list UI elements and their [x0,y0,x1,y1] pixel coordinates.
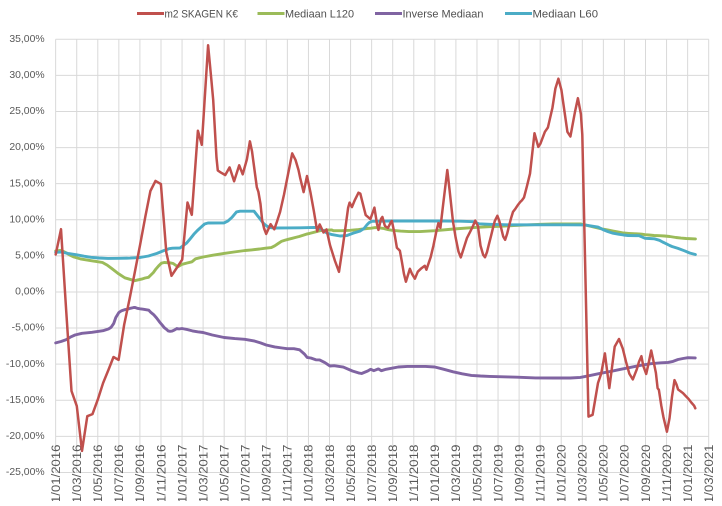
svg-text:-10,00%: -10,00% [6,359,45,370]
svg-text:1/03/2016: 1/03/2016 [70,444,84,501]
svg-text:1/07/2017: 1/07/2017 [239,444,253,501]
svg-text:-25,00%: -25,00% [6,467,45,478]
svg-text:1/07/2020: 1/07/2020 [618,444,632,501]
svg-text:1/05/2016: 1/05/2016 [91,444,105,501]
svg-text:0,00%: 0,00% [15,287,44,298]
svg-text:Mediaan L120: Mediaan L120 [285,9,354,21]
svg-text:1/01/2020: 1/01/2020 [555,444,569,501]
svg-text:1/11/2016: 1/11/2016 [154,444,168,501]
svg-text:1/07/2019: 1/07/2019 [491,444,505,501]
svg-text:1/09/2018: 1/09/2018 [386,444,400,501]
svg-text:-15,00%: -15,00% [6,395,45,406]
svg-text:1/11/2018: 1/11/2018 [407,444,421,501]
svg-text:1/09/2017: 1/09/2017 [260,444,274,501]
svg-text:m2 SKAGEN K€: m2 SKAGEN K€ [165,9,239,21]
svg-text:15,00%: 15,00% [9,178,44,189]
svg-text:35,00%: 35,00% [9,34,44,45]
svg-text:1/05/2019: 1/05/2019 [470,444,484,501]
svg-text:1/03/2021: 1/03/2021 [702,444,716,501]
svg-text:Inverse Mediaan: Inverse Mediaan [403,9,484,21]
svg-text:1/01/2018: 1/01/2018 [302,444,316,501]
svg-text:1/09/2020: 1/09/2020 [639,444,653,501]
svg-text:1/01/2016: 1/01/2016 [49,444,63,501]
svg-text:1/09/2019: 1/09/2019 [512,444,526,501]
svg-text:1/03/2020: 1/03/2020 [576,444,590,501]
svg-text:1/11/2017: 1/11/2017 [281,444,295,501]
svg-text:1/09/2016: 1/09/2016 [133,444,147,501]
svg-text:-5,00%: -5,00% [12,323,45,334]
svg-text:1/03/2018: 1/03/2018 [323,444,337,501]
svg-text:1/07/2016: 1/07/2016 [112,444,126,501]
svg-text:1/05/2018: 1/05/2018 [344,444,358,501]
svg-text:1/01/2019: 1/01/2019 [428,444,442,501]
svg-text:1/11/2019: 1/11/2019 [533,444,547,501]
svg-text:1/01/2021: 1/01/2021 [681,444,695,501]
svg-text:1/03/2017: 1/03/2017 [196,444,210,501]
svg-text:5,00%: 5,00% [15,250,44,261]
svg-text:30,00%: 30,00% [9,70,44,81]
svg-text:10,00%: 10,00% [9,214,44,225]
svg-text:1/07/2018: 1/07/2018 [365,444,379,501]
svg-text:25,00%: 25,00% [9,106,44,117]
svg-text:-20,00%: -20,00% [6,431,45,442]
svg-text:1/03/2019: 1/03/2019 [449,444,463,501]
svg-text:1/05/2017: 1/05/2017 [217,444,231,501]
svg-text:1/05/2020: 1/05/2020 [597,444,611,501]
svg-text:Mediaan L60: Mediaan L60 [533,9,599,21]
svg-text:20,00%: 20,00% [9,142,44,153]
svg-text:1/11/2020: 1/11/2020 [660,444,674,501]
svg-text:1/01/2017: 1/01/2017 [175,444,189,501]
